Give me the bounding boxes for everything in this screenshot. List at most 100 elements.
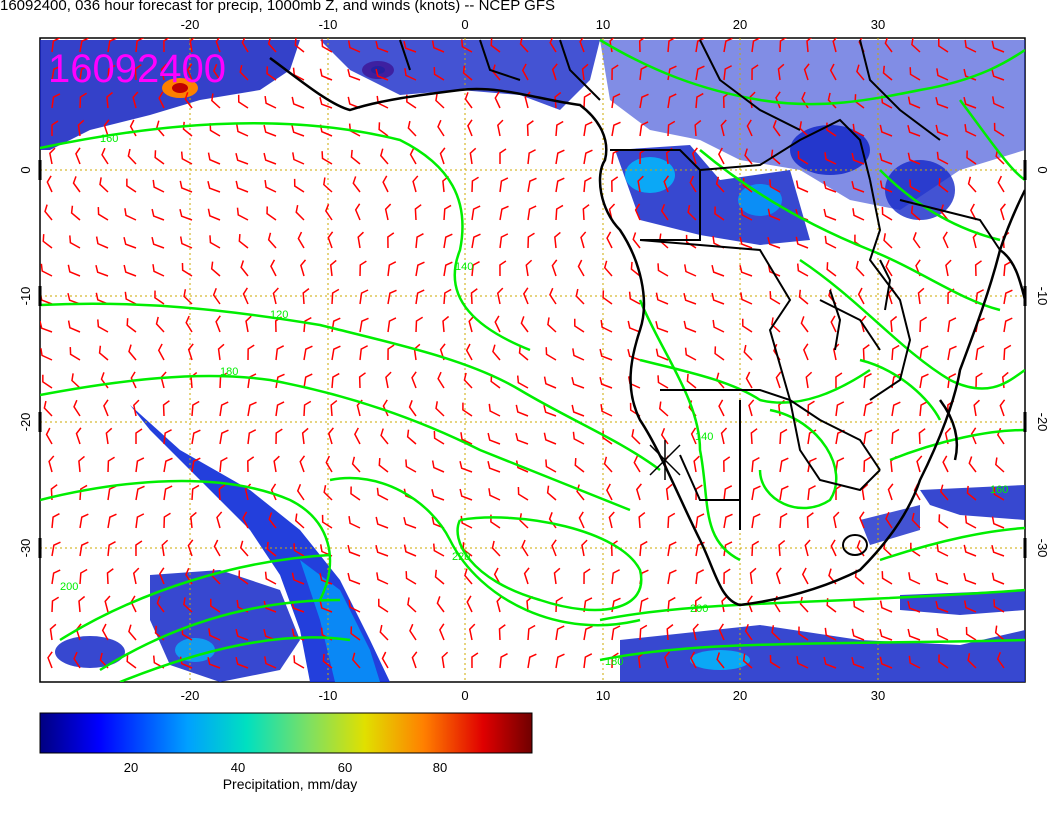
wind-barb [883,233,893,249]
wind-barb [991,69,1005,81]
wind-barb [270,259,277,277]
wind-barb [347,544,361,557]
wind-barb [835,457,845,473]
wind-barb [299,455,306,473]
wind-barb [751,38,761,53]
wind-barb [157,343,165,361]
wind-barb [101,147,109,165]
wind-barb [236,124,249,137]
wind-barb [325,455,333,473]
wind-barb [51,93,61,109]
wind-barb [242,511,249,529]
wind-barb [771,625,781,641]
wind-barb [599,376,613,389]
wind-barb [853,599,865,613]
wind-barb [916,455,923,473]
wind-barb [496,287,504,305]
wind-barb [947,373,957,389]
wind-barb [716,652,725,669]
wind-barb [581,63,589,81]
wind-barb [879,180,893,193]
wind-barb [488,488,501,501]
wind-barb [964,39,977,53]
wind-barb [104,595,111,613]
wind-barb [464,568,473,585]
wind-barb [106,91,113,109]
wind-barb [375,516,389,529]
wind-barb [667,512,676,529]
wind-barb [464,92,473,109]
wind-barb [608,203,616,221]
wind-barb [351,652,361,669]
wind-barb [319,600,333,613]
wind-barb [963,544,977,557]
wind-barb [747,595,753,613]
wind-barb [212,288,221,305]
wind-barb [767,237,781,249]
wind-barb [217,343,225,361]
wind-barb [239,540,249,557]
wind-barb [804,539,811,557]
wind-barb [879,153,893,165]
wind-barb [126,178,137,193]
wind-barb [718,623,725,641]
wind-barb [380,428,389,445]
wind-barb [515,460,529,473]
wind-barb [436,596,445,613]
wind-barb [127,148,137,165]
wind-barb [378,458,389,473]
wind-barb [348,599,361,613]
date-stamp: 16092400 [48,47,226,91]
wind-barb [292,152,305,165]
wind-barb [583,149,593,165]
wind-barb [751,456,760,473]
wind-barb [695,513,705,529]
wind-barb [321,39,333,53]
wind-barb [824,627,837,641]
contour-label: 160 [990,484,1008,496]
wind-barb [40,320,53,333]
wind-barb [582,204,590,221]
wind-barb [639,597,649,613]
wind-barb [692,623,699,641]
wind-barb [213,539,221,557]
wind-barb [576,484,585,501]
wind-barb [667,65,677,81]
wind-barb [69,347,81,361]
wind-barb [191,457,201,473]
wind-barb [207,657,221,669]
wind-barb [939,484,949,501]
wind-barb [824,152,837,165]
wind-barb [71,373,81,389]
wind-barb [179,209,193,221]
wind-barb [574,318,585,333]
wind-barb [435,93,445,109]
wind-barb [720,427,728,445]
wind-barb [611,569,620,585]
wind-barb [823,656,837,669]
wind-barb [852,208,865,221]
wind-barb [135,540,143,557]
wind-barb [499,148,507,165]
wind-barb [45,427,53,445]
wind-barb [879,124,893,137]
wind-barb [936,151,949,165]
wind-barb [135,457,145,473]
wind-barb [293,543,305,557]
wind-barb [208,628,221,641]
wind-barb [79,541,89,557]
wind-barb [919,345,929,361]
wind-barb [124,208,137,221]
wind-barb [695,65,705,81]
wind-barb [721,595,728,613]
wind-barb [497,119,504,137]
wind-barb [657,263,669,277]
wind-barb [695,484,703,501]
wind-barb [467,119,473,137]
wind-barb [242,287,249,305]
wind-barb [938,514,949,529]
wind-barb [437,119,445,137]
wind-barb [667,120,676,137]
wind-barb [772,120,781,137]
wind-barb [767,208,781,221]
